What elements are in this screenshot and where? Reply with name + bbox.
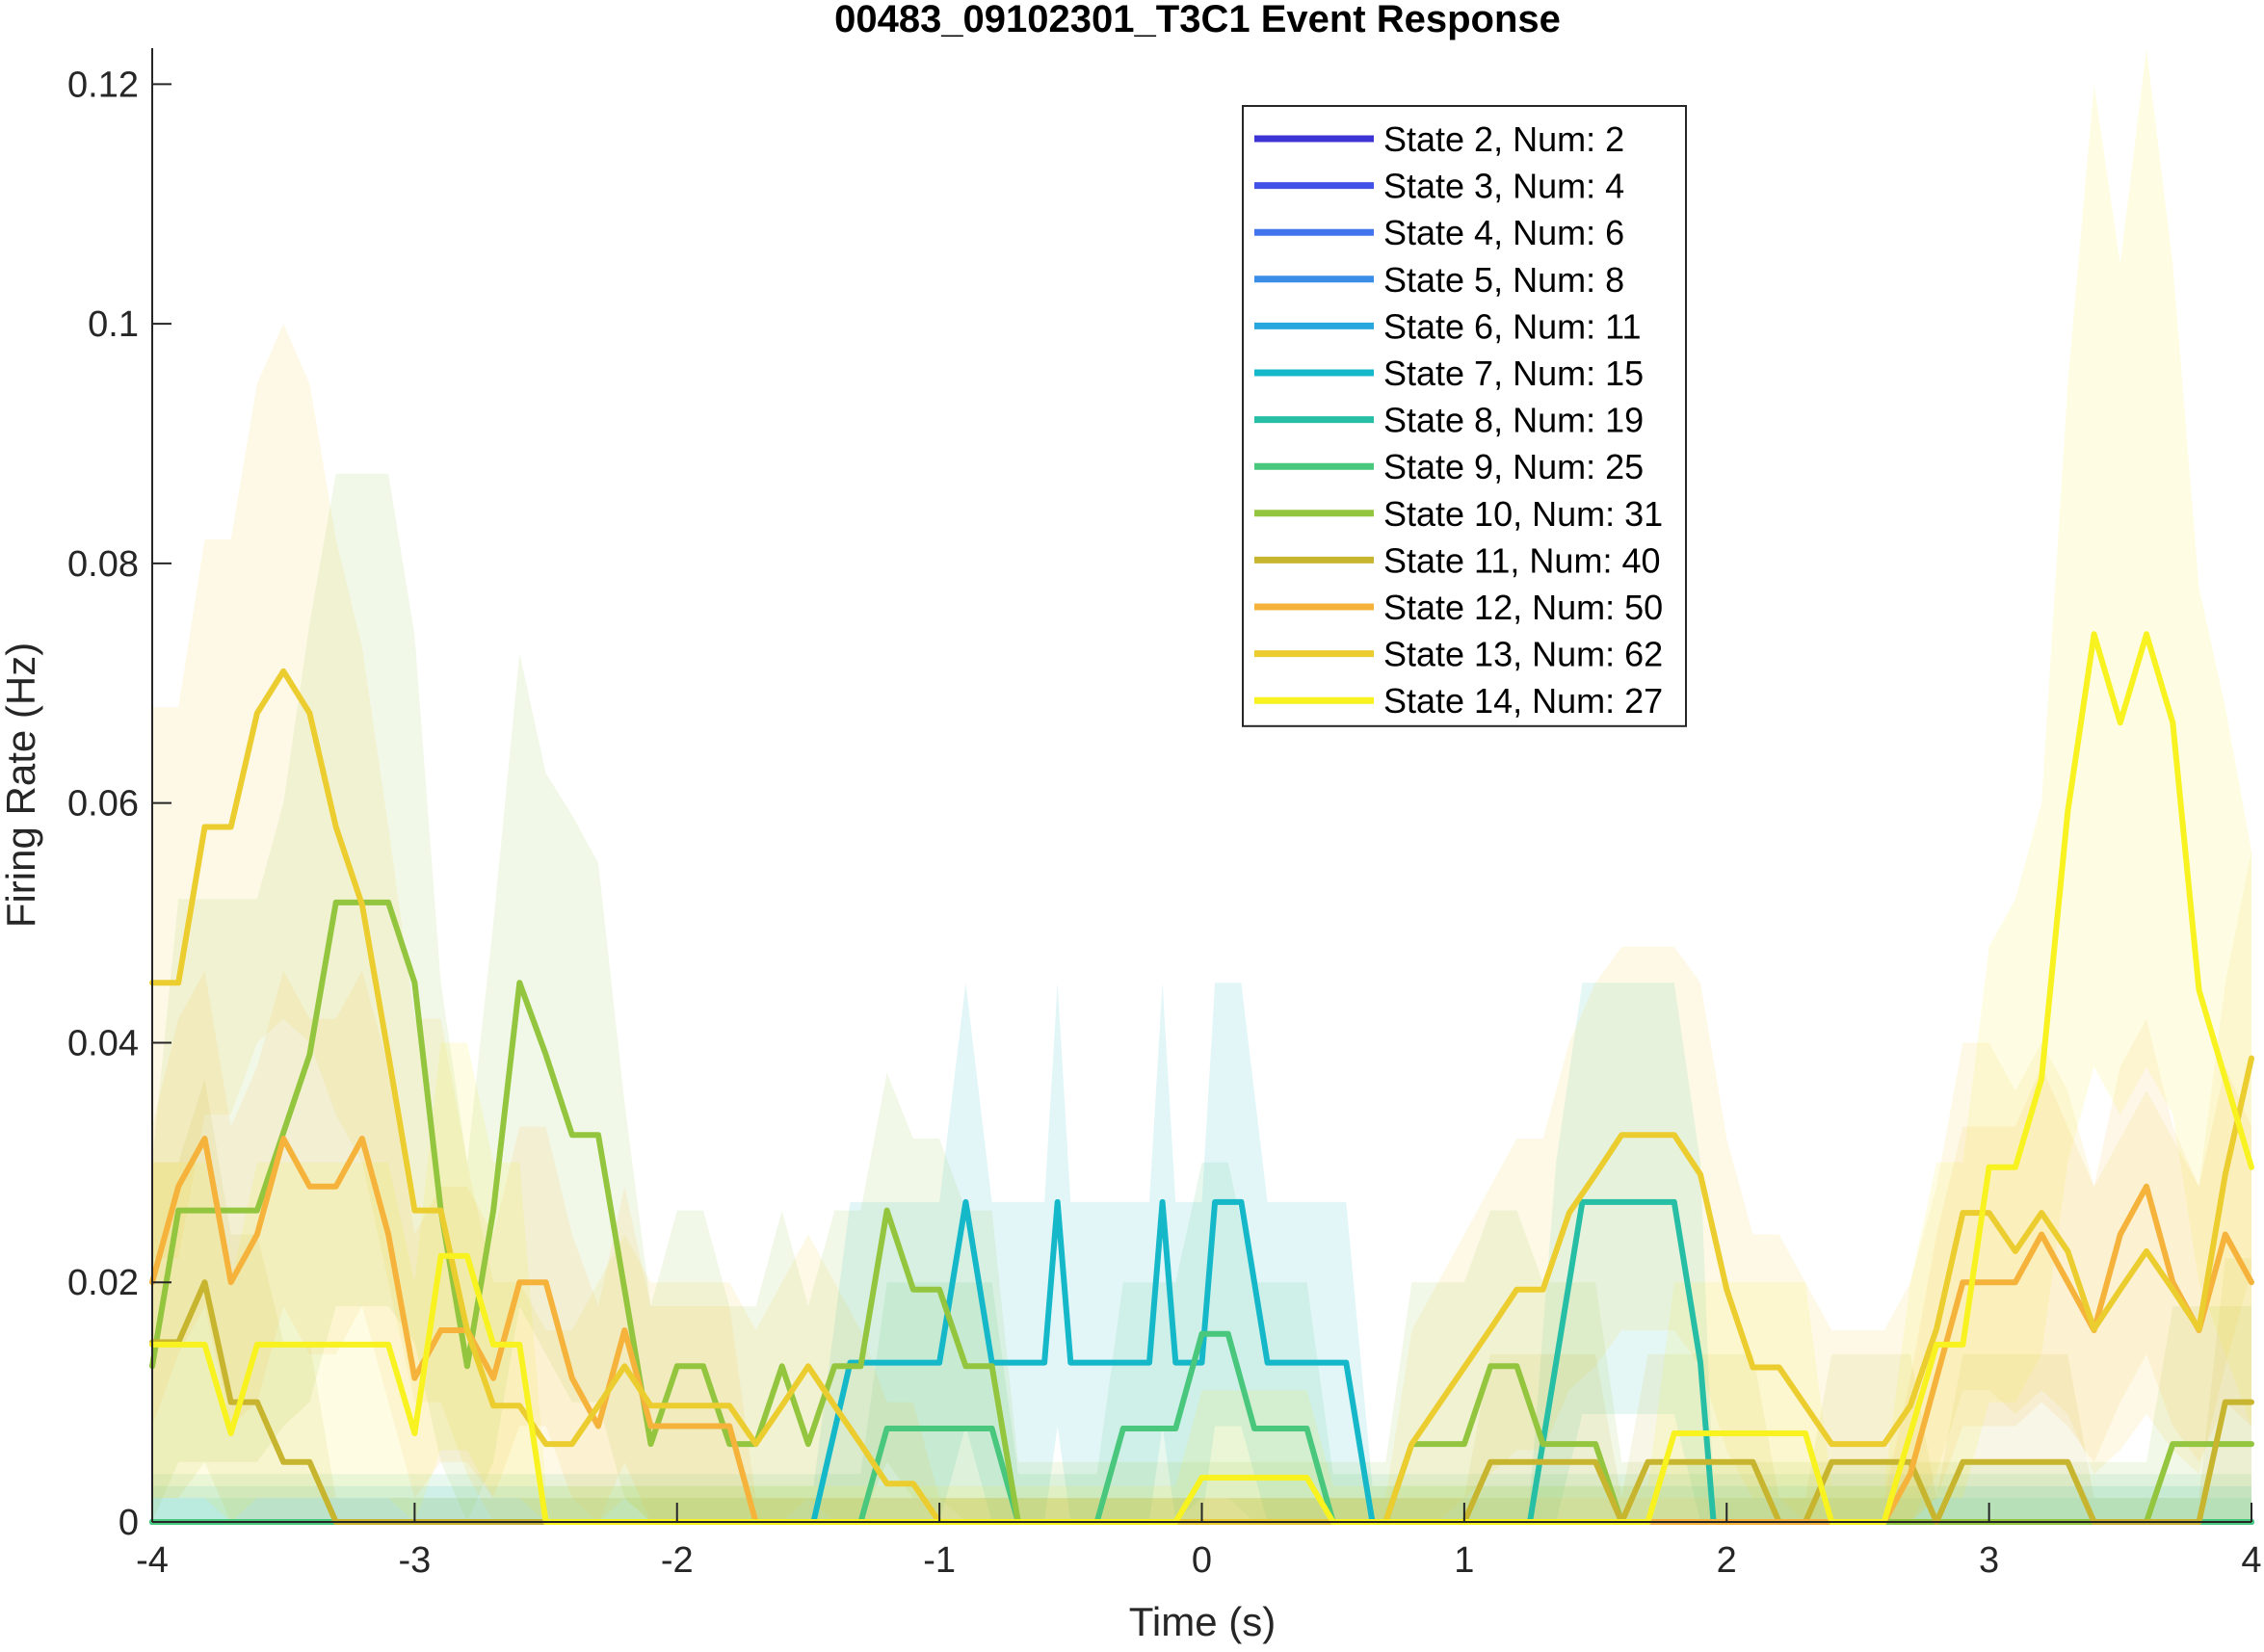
legend-label: State 7, Num: 15 [1383, 354, 1644, 393]
band-series-10 [152, 1078, 2251, 1522]
x-tick-label: 2 [1717, 1540, 1737, 1581]
band-series-11 [152, 970, 2251, 1522]
y-tick-label: 0.04 [67, 1023, 139, 1063]
y-axis-label: Firing Rate (Hz) [0, 642, 43, 928]
chart-title: 00483_09102301_T3C1 Event Response [834, 0, 1561, 40]
band-series-13 [152, 48, 2251, 1522]
series-line-12 [149, 668, 2254, 1525]
legend-label: State 4, Num: 6 [1383, 213, 1624, 252]
y-tick-label: 0.12 [67, 65, 139, 105]
legend: State 2, Num: 2 State 3, Num: 4 State 4, N… [1242, 105, 1687, 727]
series-line-7 [149, 1198, 2254, 1525]
legend-label: State 5, Num: 8 [1383, 260, 1624, 300]
legend-label: State 14, Num: 27 [1383, 681, 1663, 721]
x-tick-label: 4 [2241, 1540, 2261, 1581]
y-tick-label: 0 [118, 1503, 139, 1543]
series-line-6 [149, 1198, 2254, 1525]
band-series-12 [152, 324, 2251, 1523]
series-line-8 [149, 1330, 2254, 1525]
y-tick-label: 0.1 [88, 304, 139, 345]
legend-label: State 6, Num: 11 [1383, 306, 1641, 346]
axes: -4 -3 -2 -1 0 1 2 3 4 0 0.02 0.04 0.06 0.08 0.1 0.12 [67, 48, 2262, 1581]
y-tick-label: 0.06 [67, 784, 139, 825]
y-tick-label: 0.02 [67, 1263, 139, 1303]
x-tick-label: 1 [1454, 1540, 1474, 1581]
x-tick-label: 0 [1192, 1540, 1212, 1581]
legend-label: State 9, Num: 25 [1383, 447, 1644, 486]
x-axis-label: Time (s) [1129, 1599, 1276, 1644]
y-tick-label: 0.08 [67, 544, 139, 585]
legend-label: State 13, Num: 62 [1383, 635, 1663, 674]
band-series-9 [152, 473, 2251, 1523]
legend-label: State 11, Num: 40 [1383, 540, 1661, 580]
series-line-11 [149, 1136, 2254, 1525]
legend-label: State 2, Num: 2 [1383, 119, 1624, 159]
x-tick-label: -2 [661, 1540, 694, 1581]
band-series-6 [152, 983, 2251, 1522]
x-tick-label: -3 [398, 1540, 431, 1581]
x-tick-label: -4 [136, 1540, 169, 1581]
legend-box [1242, 105, 1687, 727]
x-tick-label: -1 [923, 1540, 956, 1581]
legend-label: State 10, Num: 31 [1383, 494, 1663, 534]
x-tick-label: 3 [1979, 1540, 1999, 1581]
legend-label: State 3, Num: 4 [1383, 167, 1624, 206]
series-line-10 [149, 1279, 2254, 1525]
legend-label: State 8, Num: 19 [1383, 401, 1644, 440]
legend-label: State 12, Num: 50 [1383, 588, 1663, 627]
